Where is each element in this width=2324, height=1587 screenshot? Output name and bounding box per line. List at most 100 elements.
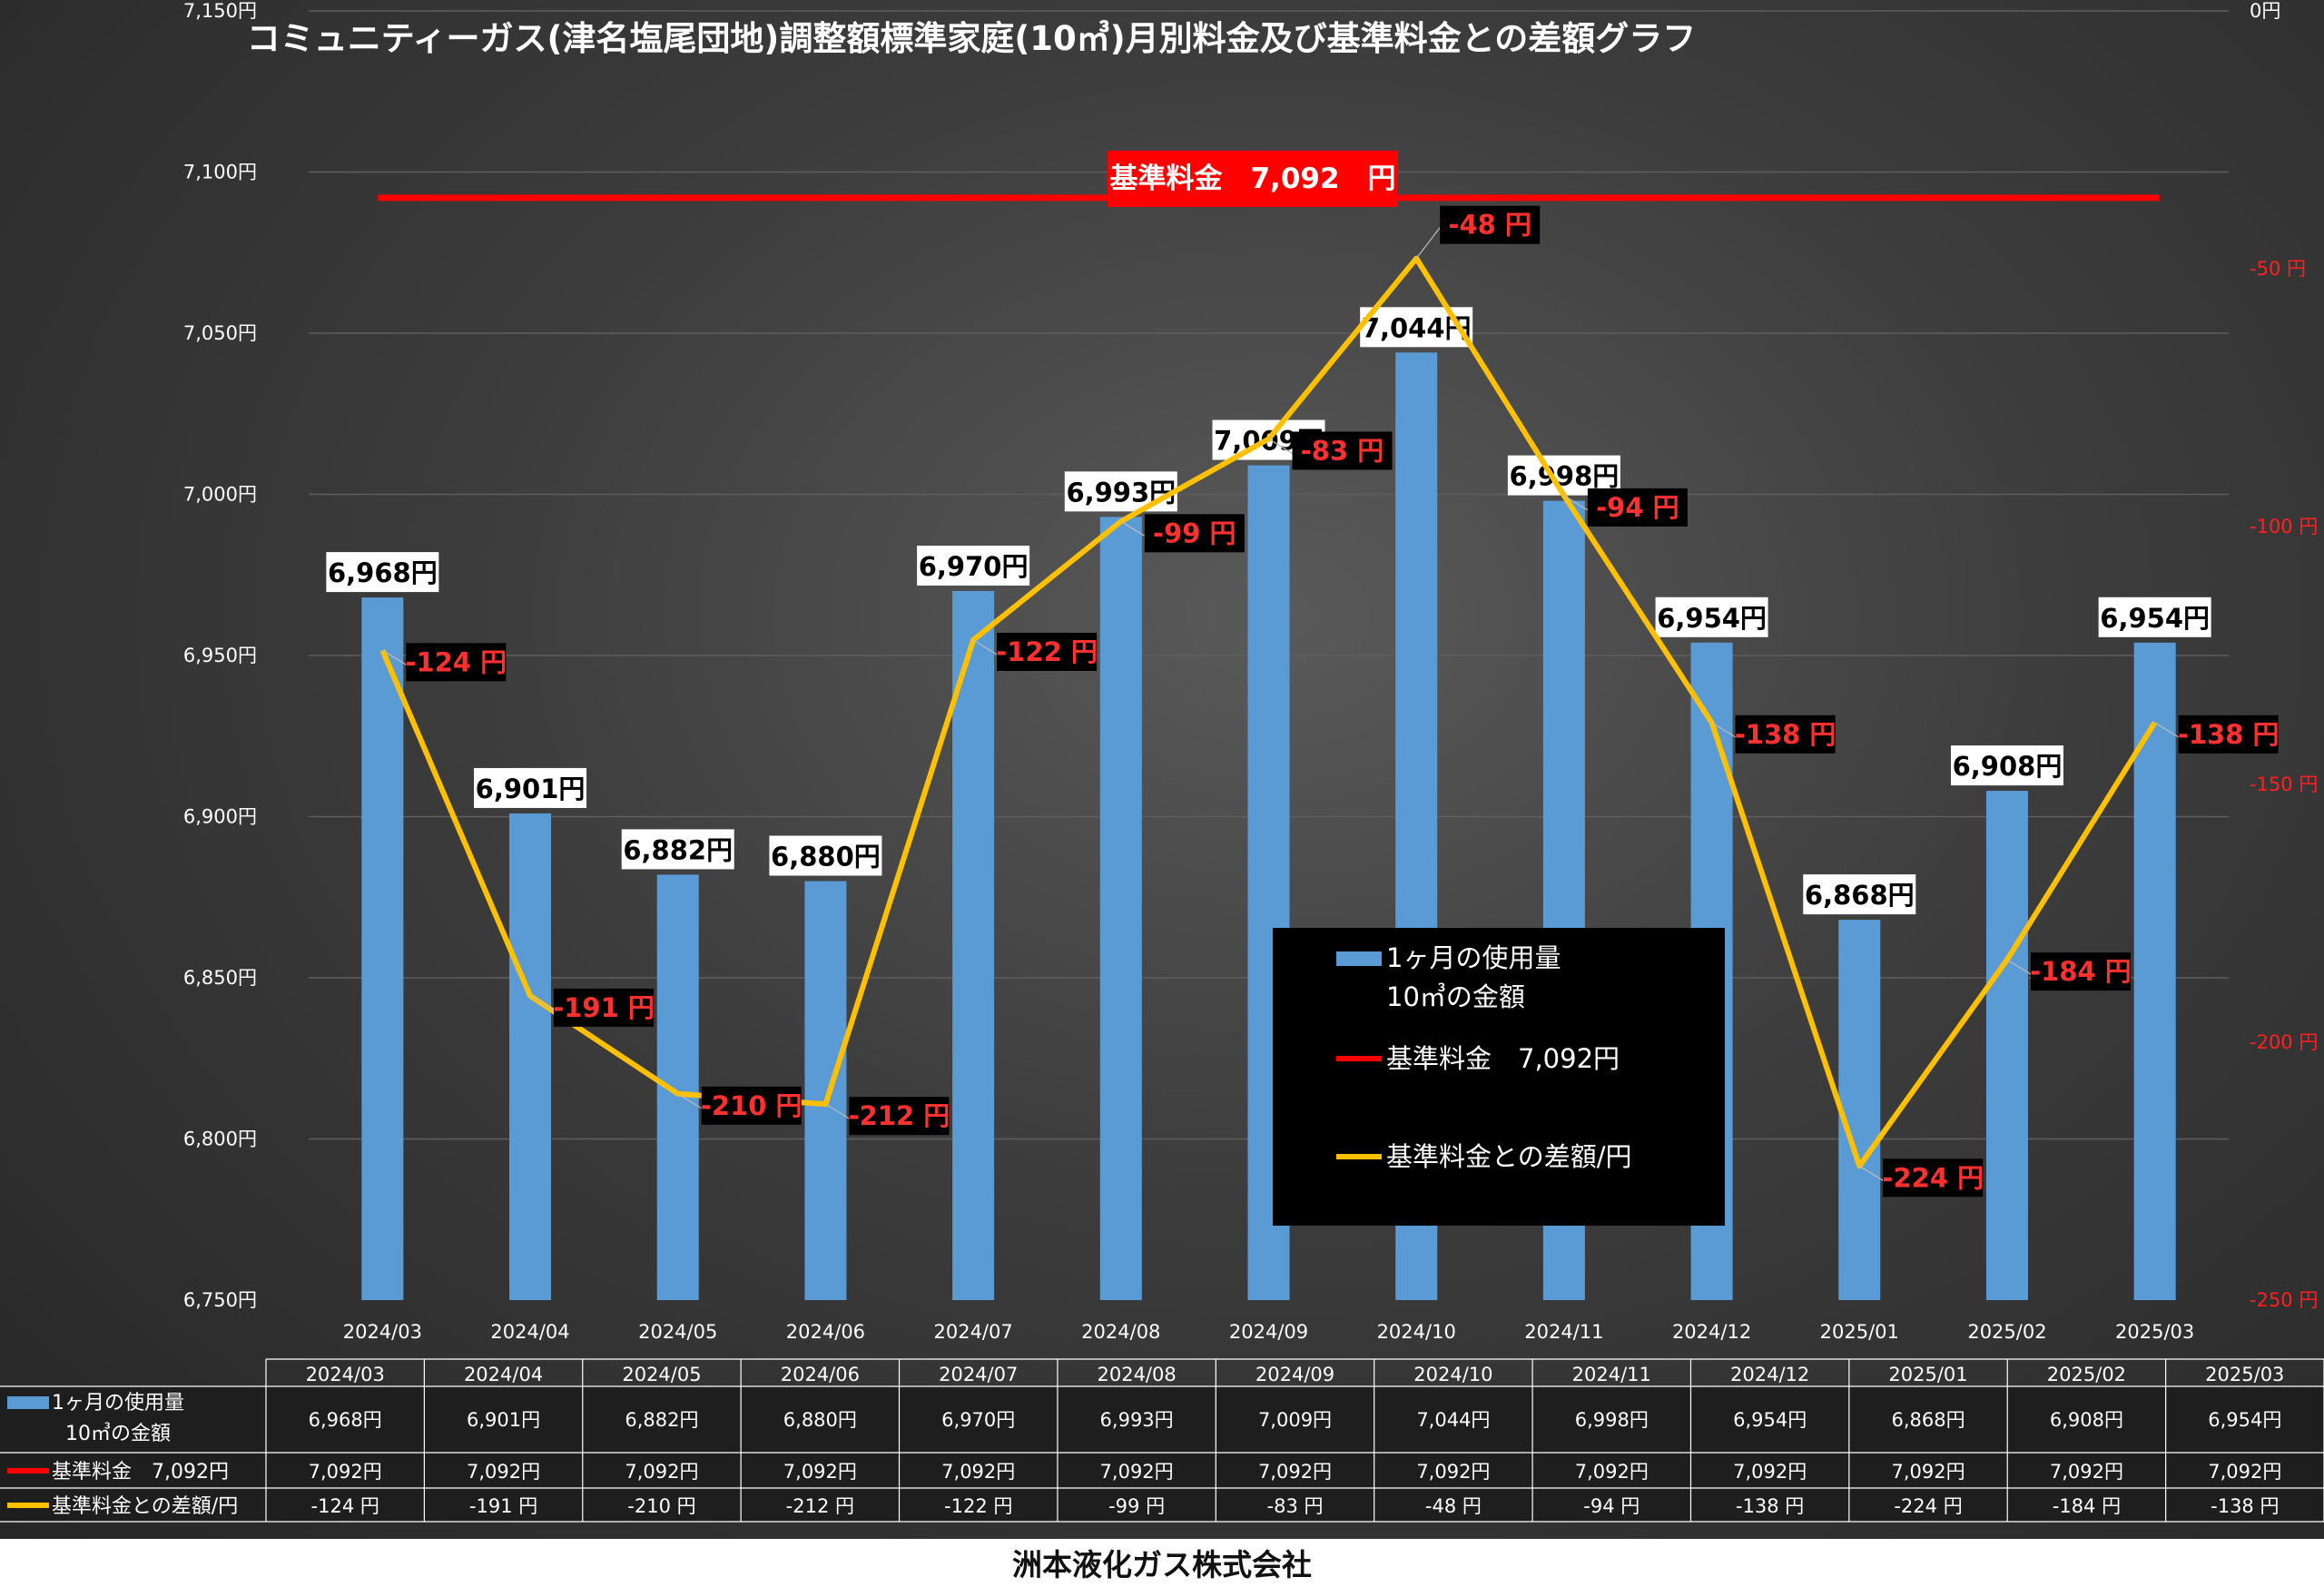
- x-tick-label: 2024/11: [1524, 1321, 1603, 1343]
- company-name: 洲本液化ガス株式会社: [1012, 1547, 1312, 1582]
- y-right-tick-label: -250 円: [2250, 1289, 2318, 1311]
- table-row-label-diff: 基準料金との差額/円: [52, 1495, 238, 1518]
- table-header-cell: 2024/11: [1572, 1364, 1651, 1385]
- diff-data-label: -210 円: [701, 1090, 803, 1121]
- table-body-bg: [0, 1386, 2324, 1522]
- table-cell-base: 7,092円: [783, 1461, 857, 1483]
- y-axis-right: -250 円 -200 円 -150 円 -100 円 -50 円 0円: [2250, 0, 2318, 1311]
- diff-data-label: -99 円: [1153, 518, 1236, 548]
- diff-leader-line: [1711, 722, 1736, 738]
- table-cell-diff: -138 円: [2211, 1495, 2279, 1517]
- table-cell-bar: 6,993円: [1100, 1409, 1174, 1431]
- diff-label-box: [1292, 431, 1393, 470]
- table-cell-bar: 6,908円: [2050, 1409, 2123, 1431]
- table-cell-base: 7,092円: [941, 1461, 1015, 1483]
- table-cell-diff: -94 円: [1583, 1495, 1640, 1517]
- x-tick-label: 2024/06: [786, 1321, 865, 1343]
- x-tick-label: 2024/05: [638, 1321, 717, 1343]
- diff-leader-line: [529, 995, 555, 1011]
- diff-data-label: -224 円: [1882, 1162, 1984, 1193]
- y-left-tick-label: 6,750円: [183, 1289, 257, 1311]
- table-cell-base: 7,092円: [467, 1461, 540, 1483]
- y-left-tick-label: 6,800円: [183, 1129, 257, 1150]
- table-cell-diff: -224 円: [1894, 1495, 1962, 1517]
- bar: [1099, 517, 1142, 1300]
- table-cell-base: 7,092円: [1416, 1461, 1490, 1483]
- y-left-tick-label: 7,000円: [183, 484, 257, 506]
- table-cell-diff: -138 円: [1736, 1495, 1804, 1517]
- table-cell-bar: 6,998円: [1575, 1409, 1649, 1431]
- bar-label-box: [769, 835, 882, 876]
- bar-data-label: 6,968円: [328, 557, 438, 588]
- bar-data-label: 6,954円: [1657, 603, 1767, 634]
- diff-leader-line: [972, 639, 998, 656]
- diff-leader-line: [1563, 495, 1589, 511]
- table-header-cell: 2024/10: [1413, 1364, 1492, 1385]
- chart-title: コミュニティーガス(津名塩尾団地)調整額標準家庭(10㎥)月別料金及び基準料金と…: [247, 19, 1697, 58]
- diff-leader-line: [2006, 959, 2032, 975]
- table-header-cell: 2024/08: [1097, 1364, 1176, 1385]
- diff-data-label: -138 円: [1735, 719, 1837, 750]
- data-table: 2024/03 6,968円 7,092円 -124 円 2024/04 6,901円 7,…: [0, 1358, 2324, 1523]
- table-header-cell: 2024/03: [306, 1364, 385, 1385]
- bar-data-label: 6,998円: [1510, 461, 1620, 492]
- table-header-cell: 2024/07: [939, 1364, 1018, 1385]
- y-right-tick-label: -150 円: [2250, 774, 2318, 795]
- base-callout-label: 基準料金 7,092 円: [1109, 163, 1395, 195]
- bar-data-label: 6,868円: [1805, 880, 1915, 911]
- bar: [804, 881, 847, 1300]
- y-left-tick-label: 6,900円: [183, 806, 257, 828]
- diff-label-box: [1440, 205, 1541, 244]
- table-header-cell: 2024/05: [622, 1364, 701, 1385]
- bar: [2133, 642, 2176, 1300]
- diff-label-box: [554, 988, 655, 1027]
- y-right-tick-label: 0円: [2250, 0, 2280, 22]
- table-cell-bar: 7,044円: [1416, 1409, 1490, 1431]
- table-row-label-bars-1: 1ヶ月の使用量: [52, 1392, 184, 1414]
- x-tick-label: 2024/07: [933, 1321, 1012, 1343]
- bar-label-box: [2098, 596, 2211, 637]
- x-tick-label: 2025/01: [1820, 1321, 1899, 1343]
- x-tick-label: 2025/03: [2115, 1321, 2194, 1343]
- table-cell-base: 7,092円: [2208, 1461, 2281, 1483]
- table-cell-diff: -99 円: [1108, 1495, 1165, 1517]
- bar-label-box: [1803, 874, 1916, 915]
- diff-leader-line: [382, 649, 407, 665]
- bar: [361, 597, 404, 1300]
- diff-label-box: [1587, 488, 1688, 527]
- table-cell-diff: -122 円: [944, 1495, 1012, 1517]
- table-cell-base: 7,092円: [1891, 1461, 1965, 1483]
- table-cell-bar: 6,968円: [309, 1409, 382, 1431]
- y-left-tick-label: 6,850円: [183, 967, 257, 989]
- table-row-label-bars-2: 10㎥の金額: [65, 1422, 171, 1445]
- table-cell-base: 7,092円: [2050, 1461, 2123, 1483]
- bar: [509, 813, 552, 1300]
- diff-leader-line: [825, 1103, 850, 1119]
- y-right-tick-label: -100 円: [2250, 516, 2318, 537]
- table-header-cell: 2024/09: [1256, 1364, 1334, 1385]
- bar-data-label: 6,880円: [771, 842, 881, 872]
- base-callout-box: [1108, 150, 1398, 207]
- table-cell-diff: -184 円: [2053, 1495, 2121, 1517]
- x-tick-label: 2025/02: [1967, 1321, 2046, 1343]
- bar: [1838, 920, 1881, 1300]
- y-left-tick-label: 6,950円: [183, 645, 257, 666]
- diff-leader-line: [677, 1093, 703, 1109]
- diff-label-box: [1883, 1158, 1984, 1198]
- table-cell-diff: -124 円: [311, 1495, 379, 1517]
- table-cell-bar: 6,868円: [1891, 1409, 1965, 1431]
- diff-data-label: -83 円: [1301, 435, 1384, 466]
- y-right-tick-label: -200 円: [2250, 1031, 2318, 1053]
- x-tick-label: 2024/09: [1229, 1321, 1308, 1343]
- legend-swatch-bars: [1336, 951, 1382, 966]
- table-cell-base: 7,092円: [1258, 1461, 1332, 1483]
- bar-label-box: [621, 829, 734, 870]
- table-header-cell: 2025/01: [1888, 1364, 1967, 1385]
- diff-label-box: [1735, 715, 1836, 754]
- diff-leader-line: [1120, 520, 1146, 537]
- bar-data-label: 6,908円: [1953, 751, 2063, 782]
- diff-leader-line: [2154, 722, 2179, 738]
- table-header-cell: 2024/04: [464, 1364, 543, 1385]
